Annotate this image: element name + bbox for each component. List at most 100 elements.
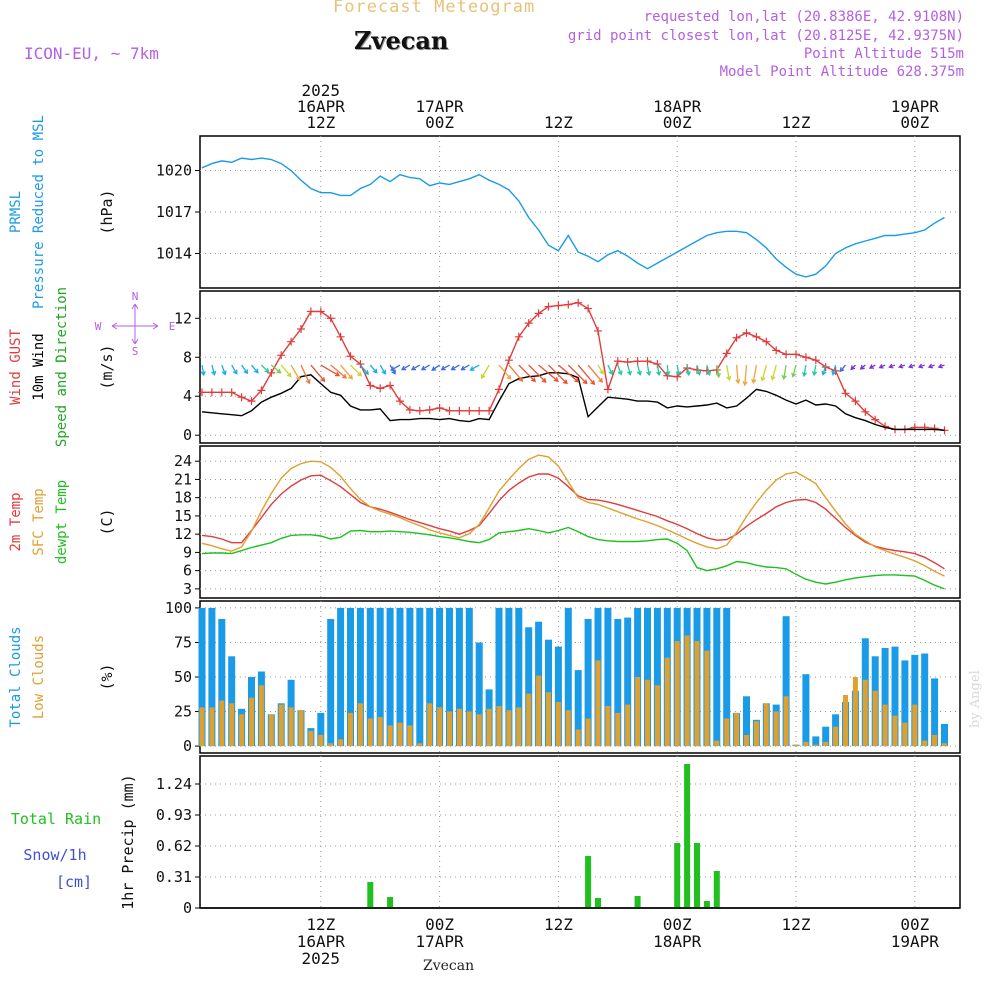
gust-marker	[613, 357, 622, 366]
wind-arrow	[260, 364, 270, 373]
bar	[931, 678, 939, 747]
gust-marker	[554, 301, 563, 310]
bar	[773, 711, 779, 746]
panel-title: Low Clouds	[31, 635, 47, 719]
gust-marker	[930, 424, 939, 433]
wind-arrow	[850, 364, 856, 371]
bar	[366, 607, 374, 747]
bar	[624, 617, 632, 747]
wind-arrow	[310, 364, 326, 383]
gust-marker	[485, 406, 494, 415]
bar	[387, 725, 393, 747]
y-tick-label: 50	[174, 668, 192, 686]
y-tick-label: 0.62	[156, 837, 192, 855]
bar	[703, 901, 710, 908]
gust-marker	[594, 326, 602, 335]
wind-arrow	[801, 364, 808, 378]
panel-unit: (%)	[98, 663, 116, 690]
gust-marker	[811, 356, 820, 365]
wind-arrow	[528, 364, 547, 383]
gust-marker	[623, 358, 632, 367]
bar	[782, 616, 790, 747]
top-time-label: 00Z	[425, 113, 454, 132]
gust-marker	[455, 406, 464, 415]
bar	[822, 726, 830, 746]
bar	[713, 607, 721, 747]
wind-arrow	[359, 364, 369, 376]
top-time-label: 12Z	[782, 113, 811, 132]
bar	[396, 607, 404, 747]
bar	[356, 607, 364, 747]
y-tick-label: 4	[183, 387, 192, 405]
top-time-label: 12Z	[544, 113, 573, 132]
bar	[367, 882, 374, 908]
gust-marker	[722, 349, 731, 358]
gust-marker	[762, 337, 771, 346]
bar	[367, 718, 373, 747]
bar	[327, 619, 335, 747]
bar	[605, 706, 611, 747]
bar	[476, 714, 482, 747]
bar	[585, 856, 592, 908]
wind-arrow	[696, 364, 702, 376]
gust-marker	[574, 298, 583, 307]
y-tick-label: 24	[174, 452, 192, 470]
y-tick-label: 15	[174, 507, 192, 525]
series-line	[201, 157, 945, 278]
gust-marker	[405, 405, 414, 414]
top-time-label: 00Z	[663, 113, 692, 132]
bar	[417, 743, 423, 747]
bar	[813, 744, 819, 747]
gust-marker	[564, 300, 573, 309]
wind-arrow	[548, 364, 568, 385]
y-tick-label: 12	[174, 525, 192, 543]
series-line	[201, 454, 945, 577]
panel-unit: 1hr Precip (mm)	[119, 774, 137, 909]
model-name: ICON-EU, ~ 7km	[24, 44, 159, 63]
gust-marker	[633, 357, 642, 366]
wind-arrow	[791, 364, 797, 378]
y-tick-label: 0	[183, 737, 192, 755]
compass-lines	[111, 303, 159, 345]
wind-arrow	[450, 364, 460, 371]
bar	[218, 619, 226, 747]
panel-precip: 0 0.31 0.62 0.93 1.24 Total Rain Snow/1h [cm] 1h…	[11, 755, 961, 917]
panel-title: Total Clouds	[8, 626, 24, 727]
bar	[318, 735, 324, 747]
wind-arrow	[735, 364, 741, 385]
series-line	[201, 372, 945, 431]
wind-arrow	[742, 364, 748, 387]
y-tick-label: 1014	[156, 244, 192, 262]
wind-arrow	[498, 364, 512, 380]
gust-marker	[316, 307, 325, 316]
gust-marker	[435, 403, 444, 412]
requested-coords: requested lon,lat (20.8386E, 42.9108N)	[643, 9, 964, 25]
bar	[604, 607, 612, 747]
bar	[426, 607, 434, 747]
bar	[654, 685, 660, 747]
bar	[268, 714, 274, 747]
y-tick-label: 0	[183, 899, 192, 917]
bar	[506, 710, 512, 747]
bar	[209, 707, 215, 747]
bar	[793, 744, 799, 747]
bar	[615, 712, 621, 747]
y-tick-label: 3	[183, 580, 192, 598]
gust-marker	[544, 302, 553, 311]
bar	[475, 642, 483, 747]
gust-marker	[534, 309, 543, 318]
panel-title: Speed and Direction	[54, 287, 70, 447]
bar	[338, 739, 344, 747]
y-tick-label: 12	[174, 309, 192, 327]
bar	[941, 724, 948, 747]
gust-marker	[772, 346, 781, 355]
bar	[516, 707, 522, 747]
gust-marker	[257, 386, 266, 395]
bottom-time-label: 2025	[302, 949, 341, 968]
wind-arrow	[760, 364, 767, 382]
gust-marker	[495, 385, 503, 394]
gust-marker	[831, 366, 840, 375]
bar	[554, 646, 562, 747]
wind-arrow	[626, 364, 633, 376]
bar	[674, 641, 680, 747]
